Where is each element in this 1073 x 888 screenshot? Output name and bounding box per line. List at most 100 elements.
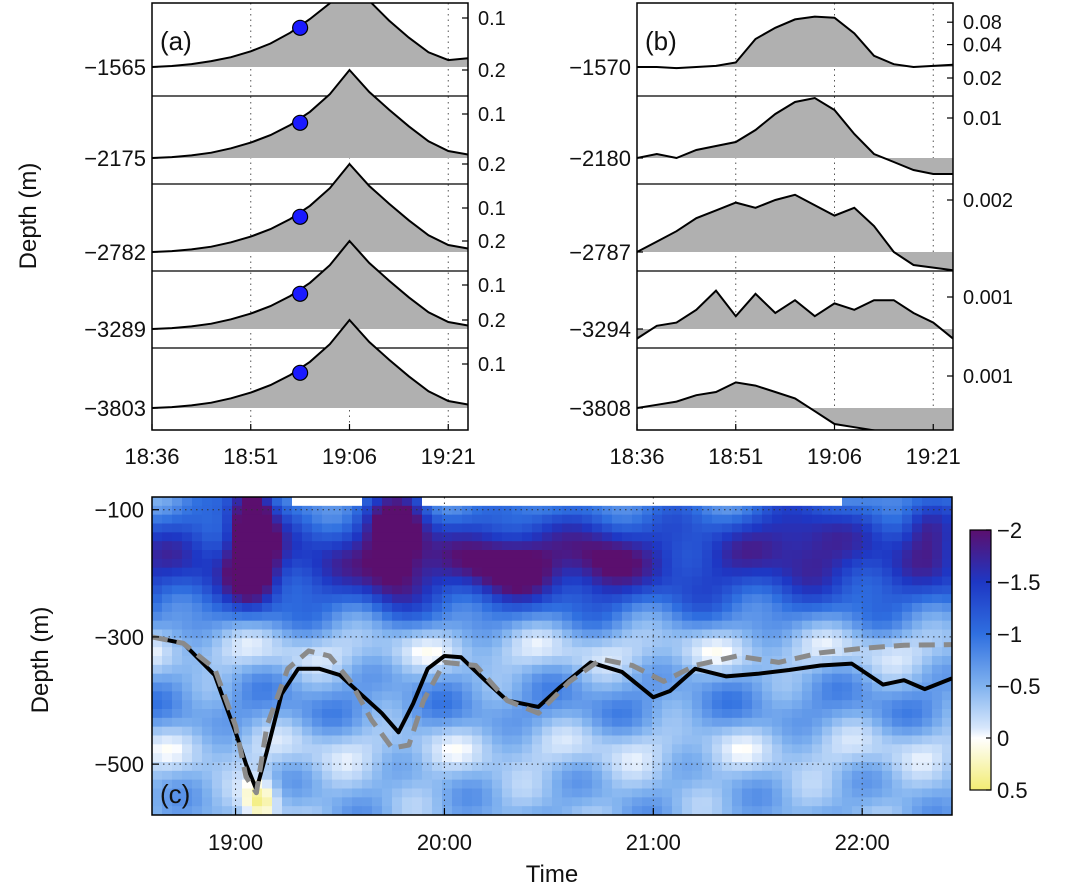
heatmap-cell [152, 682, 163, 692]
heatmap-cell [682, 682, 693, 692]
heatmap-cell [382, 567, 393, 578]
heatmap-cell [232, 788, 243, 798]
heatmap-cell [762, 744, 773, 754]
heatmap-cell [572, 797, 583, 807]
panel-b-depth-label: −2787 [569, 240, 631, 265]
heatmap-cell [202, 567, 213, 578]
heatmap-cell [712, 558, 723, 569]
heatmap-cell [742, 656, 753, 666]
heatmap-cell [302, 735, 313, 745]
heatmap-cell [262, 505, 273, 516]
heatmap-cell [332, 647, 343, 657]
heatmap-cell [552, 770, 563, 781]
heatmap-cell [692, 806, 703, 815]
heatmap-cell [202, 620, 213, 631]
heatmap-cell [262, 594, 273, 604]
heatmap-cell [812, 700, 823, 710]
heatmap-cell [792, 523, 803, 533]
heatmap-cell [902, 656, 913, 666]
heatmap-cell [902, 550, 913, 560]
heatmap-cell [452, 523, 463, 533]
heatmap-cell [482, 505, 493, 516]
heatmap-cell [202, 682, 213, 692]
heatmap-cell [812, 762, 823, 772]
heatmap-cell [492, 585, 503, 595]
heatmap-cell [832, 611, 843, 622]
heatmap-cell [582, 735, 593, 745]
heatmap-cell [302, 682, 313, 692]
heatmap-cell [462, 753, 473, 763]
heatmap-cell [802, 558, 813, 569]
heatmap-cell [172, 709, 183, 719]
heatmap-cell [352, 770, 363, 781]
heatmap-cell [572, 558, 583, 569]
heatmap-cell [522, 620, 533, 631]
heatmap-cell [342, 550, 353, 560]
heatmap-cell [752, 532, 763, 542]
heatmap-cell [262, 567, 273, 578]
heatmap-cell [212, 770, 223, 781]
heatmap-cell [182, 753, 193, 763]
heatmap-cell [662, 514, 673, 525]
heatmap-cell [332, 576, 343, 586]
heatmap-cell [262, 770, 273, 781]
heatmap-cell [182, 558, 193, 569]
heatmap-cell [562, 726, 573, 737]
heatmap-cell [542, 647, 553, 657]
heatmap-cell [222, 788, 233, 798]
heatmap-cell [532, 753, 543, 763]
heatmap-cell [712, 744, 723, 754]
heatmap-cell [862, 497, 873, 507]
heatmap-cell [532, 567, 543, 578]
heatmap-cell [632, 567, 643, 578]
heatmap-cell [722, 585, 733, 595]
heatmap-cell [902, 497, 913, 507]
heatmap-cell [902, 735, 913, 745]
heatmap-cell [492, 744, 503, 754]
heatmap-cell [772, 611, 783, 622]
heatmap-cell [892, 682, 903, 692]
heatmap-cell [352, 664, 363, 675]
heatmap-cell [512, 726, 523, 737]
heatmap-cell [172, 576, 183, 586]
heatmap-cell [742, 550, 753, 560]
heatmap-cell [512, 567, 523, 578]
heatmap-cell [662, 673, 673, 684]
panel-b-right-tick-label: 0.01 [963, 108, 1002, 130]
heatmap-cell [482, 638, 493, 648]
heatmap-cell [902, 532, 913, 542]
heatmap-cell [822, 558, 833, 569]
heatmap-cell [742, 717, 753, 728]
heatmap-cell [442, 514, 453, 525]
heatmap-cell [242, 576, 253, 586]
heatmap-cell [862, 532, 873, 542]
heatmap-cell [872, 717, 883, 728]
heatmap-cell [712, 532, 723, 542]
heatmap-cell [242, 523, 253, 533]
heatmap-cell [902, 647, 913, 657]
heatmap-cell [462, 514, 473, 525]
heatmap-cell [662, 620, 673, 631]
heatmap-cell [642, 514, 653, 525]
heatmap-cell [862, 797, 873, 807]
heatmap-cell [242, 726, 253, 737]
heatmap-cell [182, 523, 193, 533]
heatmap-cell [602, 585, 613, 595]
heatmap-cell [182, 585, 193, 595]
heatmap-cell [922, 726, 933, 737]
heatmap-cell [682, 603, 693, 613]
heatmap-cell [662, 797, 673, 807]
heatmap-cell [842, 514, 853, 525]
heatmap-cell [712, 541, 723, 551]
heatmap-cell [382, 576, 393, 586]
heatmap-cell [222, 603, 233, 613]
heatmap-cell [792, 550, 803, 560]
heatmap-cell [352, 656, 363, 666]
heatmap-cell [652, 744, 663, 754]
heatmap-cell [942, 505, 952, 516]
heatmap-cell [782, 788, 793, 798]
heatmap-cell [602, 788, 613, 798]
heatmap-cell [782, 550, 793, 560]
heatmap-cell [622, 753, 633, 763]
heatmap-cell [632, 682, 643, 692]
